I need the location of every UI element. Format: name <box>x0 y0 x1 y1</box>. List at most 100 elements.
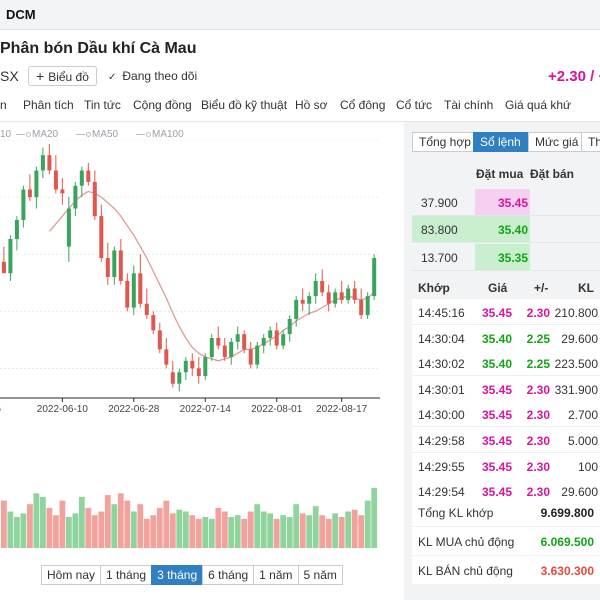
candle <box>307 296 312 304</box>
legend-ma100[interactable]: MA100 <box>136 129 184 140</box>
tab-summary[interactable]: Tổng hợp <box>412 132 474 152</box>
trade-volume: 223.500 <box>554 357 598 372</box>
volume-bar <box>247 511 254 548</box>
volume-bar <box>189 515 196 548</box>
trade-volume: 210.800 <box>554 306 598 320</box>
tab-overview[interactable]: n <box>0 98 7 112</box>
candle <box>365 296 370 316</box>
follow-button[interactable]: ✓ Đang theo dõi <box>108 69 197 83</box>
tab-profile[interactable]: Hồ sơ <box>295 98 328 112</box>
candle <box>177 372 182 384</box>
volume-bar <box>111 504 118 548</box>
legend-ma20[interactable]: MA20 <box>16 129 58 140</box>
candle <box>300 299 305 304</box>
panel-tabs: Tổng hợp Sổ lệnh Mức giá Thống <box>412 132 600 152</box>
volume-bar <box>364 500 371 548</box>
tab-community[interactable]: Cộng đồng <box>133 98 192 112</box>
volume-bar <box>312 506 319 548</box>
range-5-years[interactable]: 5 năm <box>297 565 343 585</box>
trade-row: 14:30:04 35.40 2.25 29.600 <box>412 324 600 351</box>
candle <box>131 273 136 308</box>
candle <box>34 170 39 198</box>
candle <box>66 208 71 247</box>
tab-price-history[interactable]: Giá quá khứ <box>505 98 572 112</box>
volume-bar <box>85 507 92 548</box>
trades-header-time: Khớp <box>418 281 450 295</box>
depth-bar <box>475 189 530 215</box>
tab-news[interactable]: Tin tức <box>84 98 121 112</box>
trade-change: 2.30 <box>526 408 550 423</box>
trade-price: 35.45 <box>481 382 512 397</box>
tab-analysis[interactable]: Phân tích <box>23 98 74 112</box>
trade-row: 14:30:01 35.45 2.30 331.900 <box>412 375 600 402</box>
tab-shareholders[interactable]: Cổ đông <box>340 98 386 112</box>
candle <box>346 288 351 300</box>
candle <box>203 357 208 376</box>
candle <box>359 299 364 316</box>
trade-volume: 5.000 <box>567 434 598 448</box>
depth-bar <box>412 216 530 242</box>
candle <box>112 250 117 278</box>
volume-bar <box>221 511 228 548</box>
range-1-month[interactable]: 1 tháng <box>100 565 153 585</box>
volume-bar <box>351 509 358 548</box>
candle <box>21 189 26 220</box>
candle <box>261 338 266 346</box>
candle <box>320 280 325 293</box>
candle <box>326 292 331 304</box>
trade-change: 2.30 <box>526 485 550 500</box>
volume-bar <box>27 504 33 548</box>
volume-bar <box>228 517 235 548</box>
range-1-year[interactable]: 1 năm <box>253 565 299 585</box>
candle <box>164 349 169 365</box>
volume-bar <box>59 500 66 548</box>
orderbook-volume: 83.800 <box>421 223 458 237</box>
top-bar: DCM <box>0 0 600 30</box>
chart-button[interactable]: + Biểu đồ <box>28 66 97 86</box>
candle <box>339 292 344 300</box>
price-chart[interactable]: 5-25 2022-06-10 2022-06-28 2022-07-14 2022-0… <box>0 140 390 560</box>
candle <box>255 345 260 365</box>
orderbook-row: 13.700 35.35 <box>412 244 600 270</box>
range-3-months[interactable]: 3 tháng <box>151 565 204 585</box>
volume-bar <box>273 518 280 548</box>
range-today[interactable]: Hôm nay <box>41 565 102 585</box>
tab-statistics[interactable]: Thống <box>581 132 600 152</box>
candle <box>73 185 78 209</box>
candle <box>125 280 130 308</box>
volume-bar <box>215 507 222 548</box>
legend-lead: 10 <box>0 129 12 140</box>
orderbook-row: 37.900 35.45 <box>412 189 600 215</box>
trade-row: 14:45:16 35.45 2.30 210.800 <box>412 299 600 325</box>
candle <box>196 368 201 376</box>
summary-row: Tổng KL khớp 9.699.800 <box>412 498 600 526</box>
volume-bar <box>150 515 157 548</box>
x-tick-label: 2022-08-01 <box>251 404 303 415</box>
range-6-months[interactable]: 6 tháng <box>202 565 255 585</box>
stock-header: Phân bón Dầu khí Cà Mau SX + Biểu đồ ✓ Đan… <box>0 30 600 96</box>
candle <box>8 239 13 274</box>
volume-bar <box>143 518 150 548</box>
tab-price-levels[interactable]: Mức giá <box>528 132 582 152</box>
trade-row: 14:29:58 35.45 2.30 5.000 <box>412 427 600 453</box>
candle <box>190 360 195 369</box>
volume-bar <box>306 515 313 548</box>
trade-change: 2.30 <box>526 306 550 320</box>
trade-change: 2.25 <box>526 357 550 372</box>
main-tabs: n Phân tích Tin tức Cộng đồng Biểu đồ kỹ… <box>0 96 600 122</box>
candle <box>294 299 299 319</box>
tab-order-book[interactable]: Sổ lệnh <box>473 132 529 152</box>
tab-technical-chart[interactable]: Biểu đồ kỹ thuật <box>201 98 288 112</box>
candle <box>105 258 110 277</box>
summary-row: KL MUA chủ động 6.069.500 <box>412 527 600 555</box>
trade-time: 14:45:16 <box>418 306 465 320</box>
trades-header-volume: KL <box>578 281 594 295</box>
legend-ma50[interactable]: MA50 <box>76 129 118 140</box>
follow-label: Đang theo dõi <box>122 69 198 83</box>
trade-price: 35.40 <box>481 357 512 372</box>
tab-dividends[interactable]: Cổ tức <box>396 98 433 112</box>
volume-bar <box>293 504 300 548</box>
candle <box>216 338 221 346</box>
tab-financials[interactable]: Tài chính <box>444 98 494 112</box>
trade-volume: 331.900 <box>554 382 598 397</box>
